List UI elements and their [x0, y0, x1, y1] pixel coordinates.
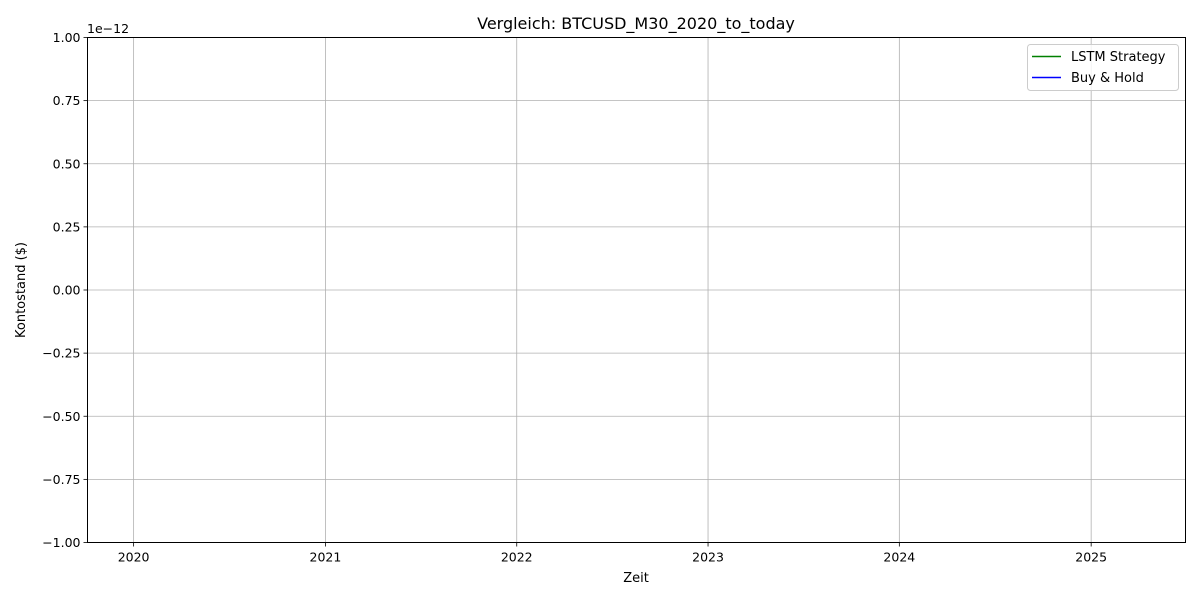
x-axis-label: Zeit: [623, 571, 649, 586]
x-tick-label: 2024: [883, 550, 915, 565]
legend: LSTM Strategy Buy & Hold: [1027, 44, 1179, 91]
y-axis-label: Kontostand ($): [14, 242, 29, 338]
y-tick-label: 1.00: [53, 30, 81, 45]
x-tick-label: 2020: [118, 550, 150, 565]
y-tick-label: −0.50: [42, 409, 80, 424]
y-tick-label: −0.25: [42, 346, 80, 361]
y-tick-label: 0.25: [53, 219, 81, 234]
y-axis-ticks: 1.00 0.75 0.50 0.25 0.00 −0.25 −0.50 −0.75 −1.00: [42, 30, 88, 550]
legend-label: Buy & Hold: [1071, 71, 1144, 86]
legend-label: LSTM Strategy: [1071, 50, 1166, 65]
y-tick-label: −0.75: [42, 472, 80, 487]
y-tick-label: −1.00: [42, 535, 80, 550]
x-axis-ticks: 2020 2021 2022 2023 2024 2025: [118, 542, 1107, 565]
y-tick-label: 0.50: [53, 156, 81, 171]
x-tick-label: 2022: [501, 550, 533, 565]
x-tick-label: 2021: [310, 550, 342, 565]
y-tick-label: 0.75: [53, 93, 81, 108]
x-tick-label: 2023: [692, 550, 724, 565]
legend-box: [1027, 44, 1179, 91]
y-tick-label: 0.00: [53, 283, 81, 298]
x-tick-label: 2025: [1075, 550, 1107, 565]
y-axis-offset-label: 1e−12: [87, 21, 129, 36]
chart-title: Vergleich: BTCUSD_M30_2020_to_today: [477, 14, 795, 34]
grid-lines: [87, 37, 1186, 543]
